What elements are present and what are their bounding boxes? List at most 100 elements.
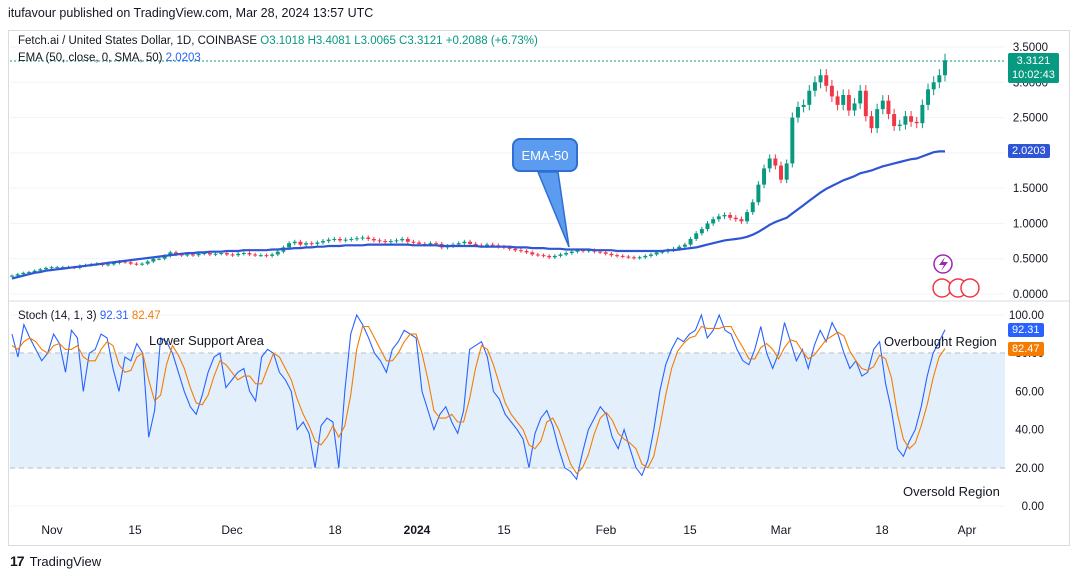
candle-body [326,239,331,242]
candle-body [609,253,614,256]
candle-body [162,255,167,259]
candle-body [903,116,908,125]
ema-label: EMA (50, close, 0, SMA, 50) [18,52,163,64]
candle-body [569,251,574,254]
price-tick-label: 3.5000 [1013,42,1048,54]
candle-body [253,254,258,256]
ema-50-line [11,150,945,280]
candle-body [49,267,54,269]
candle-body [688,238,693,245]
candle-body [456,243,461,245]
time-tick-label: Mar [771,523,792,537]
event-icons[interactable] [932,254,980,298]
lower-support-label: Lower Support Area [149,333,264,348]
candle-body [875,109,880,129]
candle-body [315,242,320,244]
price-tick-label: 2.5000 [1013,113,1048,125]
candle-body [773,158,778,166]
candle-body [236,253,241,256]
candle-body [377,240,382,242]
candle-body [790,117,795,164]
candle-body [818,75,823,83]
symbol-legend[interactable]: Fetch.ai / United States Dollar, 1D, COI… [18,35,538,47]
candle-body [654,252,659,255]
candle-body [196,253,201,256]
candle-body [383,241,388,243]
candle-body [524,250,529,253]
candle-body [207,253,212,255]
candle-body [705,223,710,230]
candle-body [400,238,405,241]
candle-body [552,255,557,258]
candle-body [309,243,314,245]
candle-body [343,239,348,241]
time-tick-label: 15 [497,523,511,537]
symbol-title: Fetch.ai / United States Dollar, 1D, COI… [18,35,258,47]
candle-body [304,243,309,245]
candle-body [185,254,190,256]
candle-body [784,163,789,180]
candle-body [632,257,636,259]
candle-body [473,243,478,246]
time-tick-label: 2024 [404,523,431,537]
candle-body [366,237,371,239]
tradingview-mark-icon: 17 [10,553,25,569]
candle-body [835,96,840,105]
candle-body [807,90,812,105]
candle-body [796,106,800,118]
candle-body [937,75,942,83]
candle-body [920,104,925,124]
lightning-glyph-icon [939,257,948,271]
candle-body [558,254,563,256]
candle-body [812,82,817,91]
candle-body [733,217,738,220]
candle-body [564,253,569,255]
candle-body [880,100,885,110]
candle-body [518,250,523,252]
candle-body [123,261,128,263]
ema-value: 2.0203 [165,52,201,64]
candle-body [219,253,224,255]
candle-body [405,238,410,242]
candle-body [190,254,195,256]
candle-body [128,262,133,264]
time-tick-label: Nov [41,523,62,537]
candle-body [762,168,767,185]
stoch-k-tag: 92.31 [1008,323,1044,337]
candle-body [202,253,207,255]
candle-body [575,250,580,252]
ema-legend[interactable]: EMA (50, close, 0, SMA, 50) 2.0203 [18,52,201,64]
candle-body [394,240,399,242]
candle-body [779,165,783,180]
candle-body [699,229,704,234]
candle-body [846,94,851,111]
candle-body [247,253,252,255]
tradingview-logo[interactable]: 17 TradingView [10,553,101,569]
candle-body [230,254,235,256]
price-tick-label: 0.5000 [1013,254,1048,266]
candle-body [224,253,229,255]
stoch-legend[interactable]: Stoch (14, 1, 3) 92.31 82.47 [18,310,161,322]
time-axis: Nov 15 Dec 18 2024 15 Feb 15 Mar 18 Apr [41,523,976,537]
stoch-d-line [11,325,946,475]
bar-countdown: 10:02:43 [1012,69,1055,81]
candle-body [620,255,625,257]
candle-body [637,257,642,259]
stoch-label: Stoch (14, 1, 3) [18,310,97,322]
stoch-tick-label: 0.00 [1022,501,1044,513]
candle-body [841,94,846,105]
candle-body [716,216,721,220]
candle-body [530,252,535,255]
tradingview-brand: TradingView [29,553,102,569]
candle-body [931,82,936,90]
candle-body [140,263,145,265]
stoch-tick-label: 20.00 [1015,463,1044,475]
candle-body [111,262,116,265]
candle-body [354,238,359,240]
candle-body [648,254,653,256]
candle-body [106,264,111,266]
candle-body [337,238,342,241]
candle-body [10,275,14,277]
candle-body [535,254,540,256]
